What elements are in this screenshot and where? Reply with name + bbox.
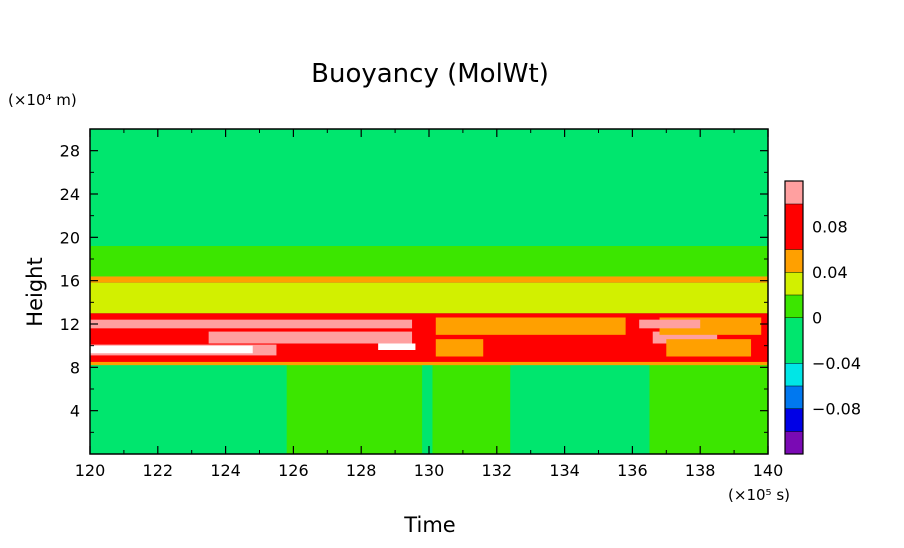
heatmap-region-9-0 (435, 339, 484, 357)
colorbar-swatch (785, 249, 803, 272)
heatmap-region-11-0 (90, 282, 768, 314)
heatmap-region-8-0 (435, 317, 626, 335)
y-tick-label: 20 (60, 228, 80, 247)
heatmap-region-1-0 (90, 361, 287, 454)
y-tick-label: 8 (70, 358, 80, 377)
heatmap-region-10-1 (639, 319, 701, 329)
colorbar-swatch (785, 431, 803, 454)
chart-title: Buoyancy (MolWt) (311, 59, 549, 89)
y-tick-label: 16 (60, 272, 80, 291)
heatmap-region-6-0 (208, 331, 413, 344)
colorbar-swatch (785, 317, 803, 363)
heatmap-region-1-2 (510, 361, 650, 454)
y-tick-label: 28 (60, 142, 80, 161)
colorbar-frame (784, 180, 804, 455)
x-tick-label: 126 (278, 461, 309, 480)
x-tick-label: 132 (482, 461, 513, 480)
heatmap-region-5-0 (90, 345, 253, 354)
colorbar-label: −0.04 (812, 354, 861, 373)
y-scale-note: (×10⁴ m) (8, 91, 77, 109)
y-axis: 4 8 12 16 20 24 28 (60, 142, 768, 433)
x-tick-label: 128 (346, 461, 377, 480)
colorbar-label: 0.04 (812, 263, 848, 282)
heatmap-region-7-0 (378, 343, 416, 350)
x-tick-label: 130 (414, 461, 445, 480)
heatmap-region-0-1 (432, 361, 511, 454)
heatmap-region-2-0 (90, 359, 768, 366)
heatmap-plot (90, 129, 768, 454)
colorbar-swatch (785, 272, 803, 295)
x-axis-label: Time (403, 513, 455, 537)
x-axis: 120 122 124 126 128 130 132 134 136 138 140 (75, 129, 784, 480)
heatmap-region-6-1 (652, 331, 718, 344)
x-tick-label: 120 (75, 461, 106, 480)
colorbar-swatch (785, 385, 803, 409)
x-tick-label: 134 (549, 461, 580, 480)
x-tick-label: 140 (753, 461, 784, 480)
colorbar-swatch (785, 203, 803, 250)
x-tick-label: 138 (685, 461, 716, 480)
plot-frame (89, 128, 769, 455)
colorbar-swatch (785, 294, 803, 318)
heatmap-region-0-0 (286, 361, 423, 454)
colorbar-swatch (785, 363, 803, 386)
x-tick-label: 136 (617, 461, 648, 480)
heatmap-region-1-1 (422, 361, 433, 454)
heatmap-region-12-0 (90, 276, 768, 283)
y-tick-label: 24 (60, 185, 80, 204)
colorbar: 0.08 0.04 0 −0.04 −0.08 (784, 180, 861, 455)
colorbar-label: −0.08 (812, 400, 861, 419)
y-tick-label: 12 (60, 315, 80, 334)
colorbar-label: 0 (812, 309, 822, 328)
heatmap-region-9-1 (666, 339, 752, 357)
x-tick-label: 124 (210, 461, 241, 480)
colorbar-swatch (785, 408, 803, 432)
heatmap-region-0-2 (649, 361, 768, 454)
y-tick-label: 4 (70, 402, 80, 421)
x-tick-label: 122 (143, 461, 174, 480)
x-scale-note: (×10⁵ s) (728, 486, 790, 504)
heatmap-region-13-0 (90, 246, 768, 277)
colorbar-label: 0.08 (812, 218, 848, 237)
y-axis-label: Height (23, 257, 47, 326)
colorbar-swatch (785, 181, 803, 204)
heatmap-region-10-0 (90, 319, 413, 329)
